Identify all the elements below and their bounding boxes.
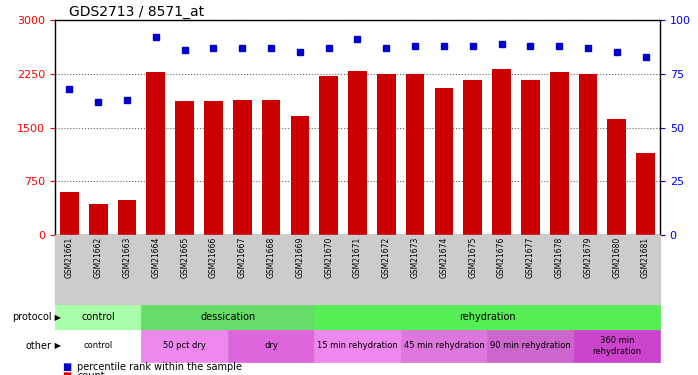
Text: dry: dry [264, 342, 278, 351]
Text: ▶: ▶ [52, 342, 61, 351]
Bar [550, 72, 569, 235]
Text: control: control [84, 342, 113, 351]
Text: GSM21664: GSM21664 [151, 237, 161, 278]
Text: 50 pct dry: 50 pct dry [163, 342, 206, 351]
Bar [406, 74, 424, 235]
Bar [290, 116, 309, 235]
Text: GDS2713 / 8571_at: GDS2713 / 8571_at [69, 5, 204, 19]
Text: ■: ■ [62, 371, 71, 375]
Text: GSM21663: GSM21663 [123, 237, 131, 278]
Text: GSM21668: GSM21668 [267, 237, 276, 278]
Text: GSM21676: GSM21676 [497, 237, 506, 278]
Text: GSM21673: GSM21673 [410, 237, 419, 278]
Text: GSM21679: GSM21679 [584, 237, 593, 278]
Text: GSM21667: GSM21667 [238, 237, 247, 278]
Text: GSM21675: GSM21675 [468, 237, 477, 278]
Text: other: other [26, 341, 52, 351]
Text: GSM21661: GSM21661 [65, 237, 74, 278]
Text: rehydration: rehydration [459, 312, 515, 322]
Text: GSM21669: GSM21669 [295, 237, 304, 278]
Text: GSM21677: GSM21677 [526, 237, 535, 278]
Text: count: count [77, 371, 105, 375]
Text: GSM21678: GSM21678 [555, 237, 564, 278]
Text: GSM21680: GSM21680 [612, 237, 621, 278]
Text: control: control [82, 312, 115, 322]
Text: GSM21672: GSM21672 [382, 237, 391, 278]
Bar [607, 119, 626, 235]
Bar [579, 74, 597, 235]
Text: GSM21671: GSM21671 [353, 237, 362, 278]
Text: 90 min rehydration: 90 min rehydration [490, 342, 571, 351]
Bar [348, 71, 367, 235]
Bar [377, 74, 396, 235]
Text: GSM21662: GSM21662 [94, 237, 103, 278]
Bar [118, 200, 136, 235]
Bar [204, 101, 223, 235]
Text: 45 min rehydration: 45 min rehydration [403, 342, 484, 351]
Text: GSM21666: GSM21666 [209, 237, 218, 278]
Bar [60, 192, 79, 235]
Text: GSM21670: GSM21670 [324, 237, 333, 278]
Bar [262, 99, 281, 235]
Text: GSM21681: GSM21681 [641, 237, 650, 278]
Bar [319, 76, 338, 235]
Text: 15 min rehydration: 15 min rehydration [317, 342, 398, 351]
Text: GSM21665: GSM21665 [180, 237, 189, 278]
Text: ■: ■ [62, 362, 71, 372]
Bar [492, 69, 511, 235]
Text: 360 min
rehydration: 360 min rehydration [592, 336, 641, 356]
Text: dessication: dessication [200, 312, 255, 322]
Text: protocol: protocol [12, 312, 52, 322]
Bar [637, 153, 655, 235]
Text: ▶: ▶ [52, 313, 61, 322]
Bar [175, 101, 194, 235]
Bar [435, 88, 453, 235]
Bar [89, 204, 107, 235]
Bar [521, 80, 540, 235]
Bar [147, 72, 165, 235]
Bar [463, 80, 482, 235]
Text: percentile rank within the sample: percentile rank within the sample [77, 362, 242, 372]
Text: GSM21674: GSM21674 [440, 237, 448, 278]
Bar [233, 100, 251, 235]
